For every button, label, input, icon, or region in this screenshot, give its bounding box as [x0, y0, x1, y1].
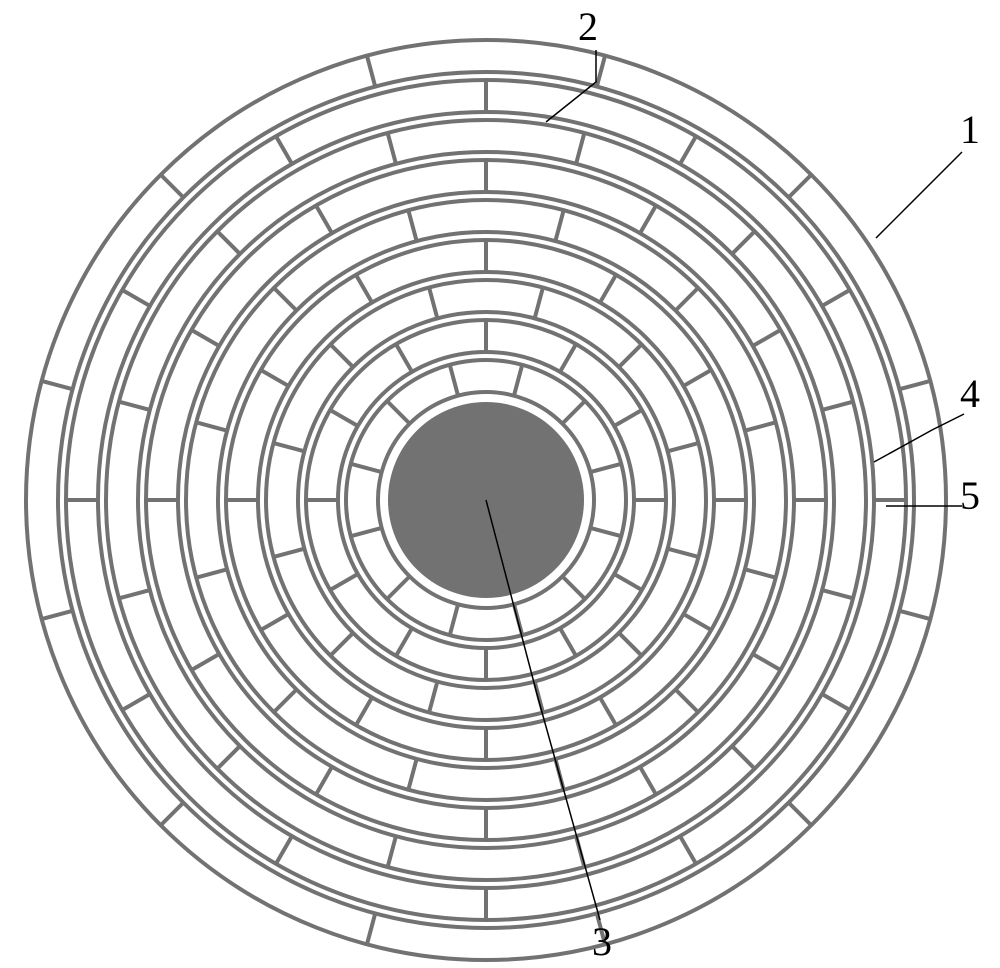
ring-8-divider	[597, 56, 605, 87]
ring-6-divider	[119, 590, 150, 598]
ring-5-divider	[753, 654, 781, 670]
callout-label-2: 2	[578, 3, 598, 50]
ring-0-divider	[450, 604, 458, 635]
ring-0-divider	[387, 576, 410, 599]
ring-4-divider	[555, 210, 563, 241]
ring-2-divider	[429, 287, 437, 318]
ring-8-divider	[899, 611, 930, 619]
ring-8-divider	[899, 381, 930, 389]
ring-5-divider	[753, 330, 781, 346]
ring-0-divider	[590, 464, 621, 472]
diagram-svg	[0, 0, 1000, 968]
ring-7-divider	[680, 136, 696, 164]
ring-8-divider	[161, 175, 184, 198]
ring-0-divider	[562, 576, 585, 599]
ring-0-divider	[351, 528, 382, 536]
callout-label-4: 4	[960, 370, 980, 417]
ring-2-divider	[330, 344, 353, 367]
ring-6-divider	[822, 402, 853, 410]
callout-label-5: 5	[960, 472, 980, 519]
ring-3-divider	[683, 370, 711, 386]
ring-1-divider	[330, 574, 358, 590]
ring-4-divider	[745, 422, 776, 430]
ring-1-divider	[614, 574, 642, 590]
ring-3-divider	[261, 370, 289, 386]
ring-8-divider	[789, 175, 812, 198]
ring-3-divider	[600, 697, 616, 725]
ring-6-divider	[119, 402, 150, 410]
ring-6-divider	[388, 133, 396, 164]
ring-4-divider	[196, 422, 227, 430]
ring-2-divider	[273, 443, 304, 451]
ring-1-divider	[560, 344, 576, 372]
ring-0-divider	[387, 401, 410, 424]
ring-4-divider	[196, 569, 227, 577]
ring-5-divider	[316, 206, 332, 234]
ring-8-divider	[367, 913, 375, 944]
ring-5-divider	[640, 206, 656, 234]
ring-4-divider	[745, 569, 776, 577]
ring-1-divider	[330, 410, 358, 426]
ring-3-divider	[600, 275, 616, 303]
ring-8-divider	[42, 611, 73, 619]
ring-8-divider	[161, 803, 184, 826]
ring-5-divider	[640, 767, 656, 795]
ring-2-divider	[535, 287, 543, 318]
ring-6-divider	[822, 590, 853, 598]
ring-7-divider	[680, 836, 696, 864]
callout-leader-1	[876, 152, 962, 238]
ring-0-divider	[514, 365, 522, 396]
ring-4-divider	[408, 210, 416, 241]
ring-2-divider	[273, 549, 304, 557]
callout-label-1: 1	[960, 106, 980, 153]
ring-8-divider	[367, 56, 375, 87]
ring-7-divider	[276, 836, 292, 864]
ring-3-divider	[356, 697, 372, 725]
callout-leader-4	[874, 414, 964, 462]
ring-4-divider	[676, 288, 699, 311]
ring-0-divider	[562, 401, 585, 424]
ring-8-divider	[789, 803, 812, 826]
ring-1-divider	[560, 628, 576, 656]
ring-6-divider	[732, 231, 755, 254]
ring-7-divider	[276, 136, 292, 164]
ring-7-divider	[822, 694, 850, 710]
ring-1-divider	[396, 344, 412, 372]
ring-2-divider	[330, 633, 353, 656]
ring-2-divider	[429, 682, 437, 713]
ring-4-divider	[274, 288, 297, 311]
diagram-canvas: 2 1 4 5 3	[0, 0, 1000, 968]
ring-0-divider	[351, 464, 382, 472]
ring-7-divider	[822, 290, 850, 306]
ring-1-divider	[396, 628, 412, 656]
ring-3-divider	[356, 275, 372, 303]
ring-2-divider	[668, 443, 699, 451]
ring-4-divider	[274, 690, 297, 713]
ring-2-divider	[619, 633, 642, 656]
ring-2-divider	[619, 344, 642, 367]
ring-6-divider	[217, 746, 240, 769]
ring-7-divider	[122, 290, 150, 306]
callout-label-3: 3	[592, 918, 612, 965]
ring-5-divider	[192, 654, 220, 670]
ring-6-divider	[388, 836, 396, 867]
ring-6-divider	[732, 746, 755, 769]
ring-2-divider	[535, 682, 543, 713]
ring-8-divider	[42, 381, 73, 389]
ring-5-divider	[316, 767, 332, 795]
ring-2-divider	[668, 549, 699, 557]
ring-4-divider	[408, 759, 416, 790]
ring-7-divider	[122, 694, 150, 710]
ring-4-divider	[676, 690, 699, 713]
ring-6-divider	[576, 133, 584, 164]
ring-0-divider	[590, 528, 621, 536]
ring-3-divider	[261, 614, 289, 630]
ring-3-divider	[683, 614, 711, 630]
ring-5-divider	[192, 330, 220, 346]
ring-6-divider	[217, 231, 240, 254]
ring-0-divider	[450, 365, 458, 396]
ring-1-divider	[614, 410, 642, 426]
